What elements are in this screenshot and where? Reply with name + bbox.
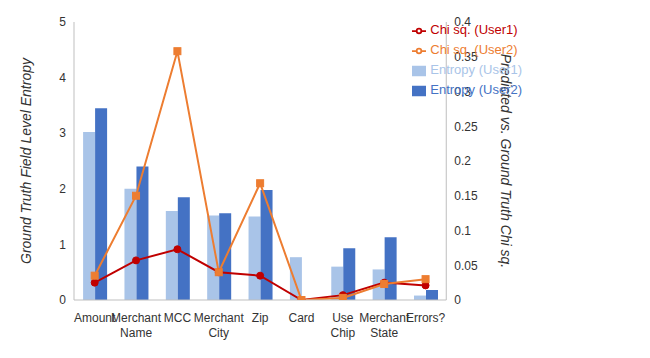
svg-text:MCC: MCC [164,311,192,325]
svg-text:Errors?: Errors? [406,311,446,325]
svg-text:MerchantCity: MerchantCity [194,311,245,340]
svg-text:MerchantName: MerchantName [111,311,162,340]
svg-text:0.25: 0.25 [454,120,478,134]
svg-text:0.4: 0.4 [454,15,471,29]
svg-text:0.35: 0.35 [454,50,478,64]
svg-text:0: 0 [454,293,461,307]
svg-text:0.2: 0.2 [454,154,471,168]
svg-text:Predicted vs. Ground Truth Chi: Predicted vs. Ground Truth Chi sq. [498,54,514,269]
svg-text:0.1: 0.1 [454,224,471,238]
svg-text:UseChip: UseChip [331,311,356,340]
svg-text:0.05: 0.05 [454,259,478,273]
svg-text:5: 5 [59,15,66,29]
svg-text:Amount: Amount [74,311,116,325]
svg-text:Card: Card [288,311,314,325]
svg-text:0.3: 0.3 [454,85,471,99]
svg-text:1: 1 [59,238,66,252]
svg-text:Ground Truth Field Level Entro: Ground Truth Field Level Entropy [18,57,34,264]
svg-text:3: 3 [59,126,66,140]
svg-text:Zip: Zip [252,311,269,325]
svg-text:4: 4 [59,71,66,85]
svg-text:0.15: 0.15 [454,189,478,203]
svg-text:0: 0 [59,293,66,307]
svg-text:MerchantState: MerchantState [359,311,410,340]
svg-text:2: 2 [59,182,66,196]
